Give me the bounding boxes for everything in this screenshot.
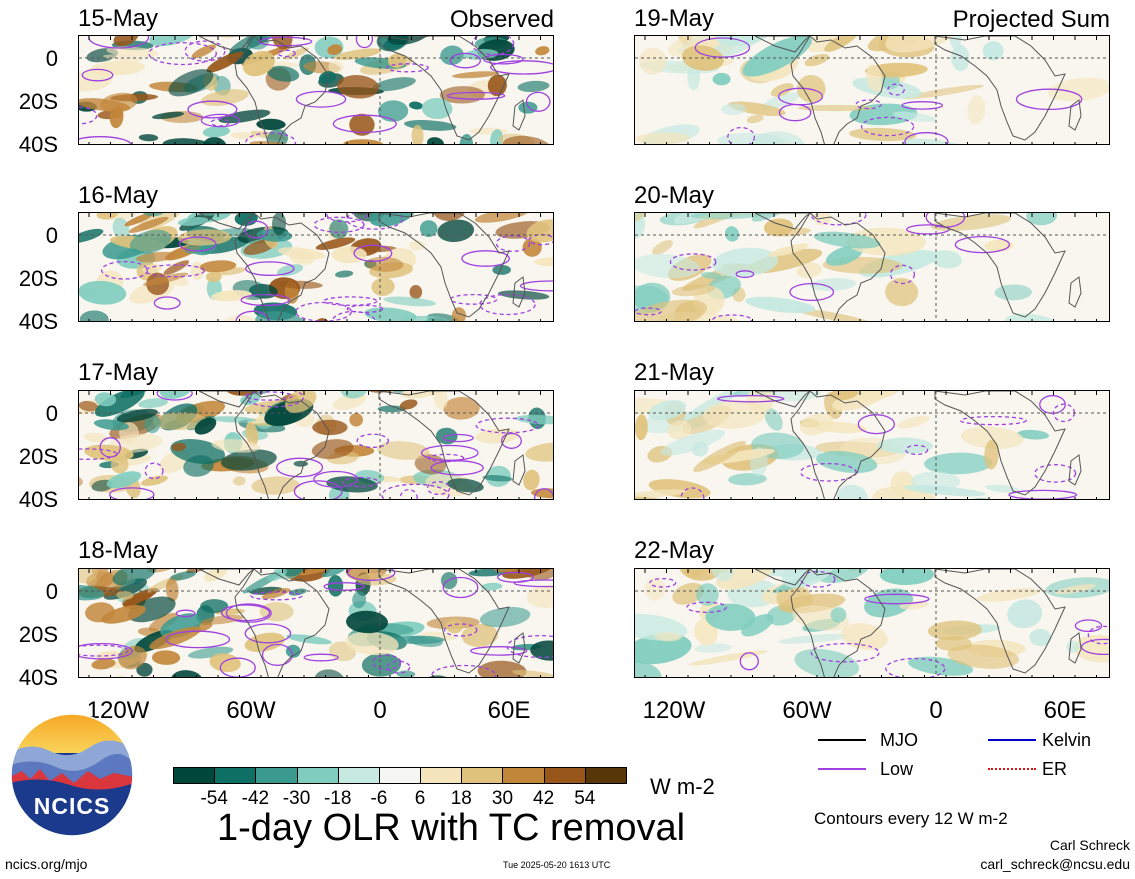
colorbar-swatch [502, 767, 545, 784]
ncics-logo: NCICS [10, 713, 134, 837]
colorbar-swatch [214, 767, 257, 784]
author-name: Carl Schreck [1049, 837, 1130, 853]
ncics-logo-graphic [10, 713, 134, 837]
column-header-projected: Projected Sum [952, 6, 1110, 33]
legend-line-low [818, 768, 866, 770]
colorbar-units: W m-2 [650, 774, 715, 799]
lon-tick-label: 120W [86, 697, 150, 724]
lat-tick-label: 0 [45, 579, 58, 604]
lat-tick-label: 40S [18, 665, 58, 690]
colorbar-tick-label: -6 [370, 788, 388, 809]
olr-map-panel [634, 568, 1110, 678]
legend-label-low: Low [880, 759, 914, 779]
legend-line-kelvin [988, 739, 1036, 741]
lon-tick-label: 0 [929, 697, 943, 724]
lon-tick-label: 60W [226, 697, 276, 724]
lon-tick-label: 120W [642, 697, 706, 724]
panel-date-label: 18-May [78, 537, 159, 564]
lat-tick-label: 20S [18, 622, 58, 647]
panel-date-label: 22-May [634, 537, 715, 564]
logo-text: NCICS [33, 793, 111, 819]
colorbar [173, 767, 627, 784]
lon-tick-label: 60E [1043, 697, 1087, 724]
colorbar-tick-label: -54 [200, 788, 228, 809]
lat-tick-label: 0 [45, 401, 58, 426]
colorbar-swatch [420, 767, 463, 784]
colorbar-swatch [543, 767, 586, 784]
lat-tick-label: 0 [45, 223, 58, 248]
colorbar-swatch [378, 767, 422, 784]
lon-tick-label: 0 [373, 697, 387, 724]
colorbar-swatch [173, 767, 216, 784]
panel-date-label: 21-May [634, 359, 715, 386]
legend-line-er [988, 768, 1036, 770]
colorbar-tick-label: 42 [533, 788, 555, 809]
olr-map-panel [634, 390, 1110, 500]
legend-label-mjo: MJO [880, 730, 918, 750]
colorbar-swatch [255, 767, 298, 784]
website-link[interactable]: ncics.org/mjo [5, 856, 88, 872]
lat-tick-label: 0 [45, 46, 58, 71]
legend-label-kelvin: Kelvin [1042, 730, 1092, 750]
panel-date-label: 20-May [634, 182, 715, 209]
column-header-observed: Observed [449, 6, 554, 33]
lon-tick-label: 60W [782, 697, 832, 724]
author-email: carl_schreck@ncsu.edu [980, 856, 1130, 872]
panel-date-label: 15-May [78, 5, 159, 32]
colorbar-tick-label: -18 [323, 788, 352, 809]
lat-tick-label: 40S [18, 309, 58, 334]
lat-tick-label: 40S [18, 132, 58, 157]
lat-tick-label: 20S [18, 89, 58, 114]
colorbar-tick-label: 54 [574, 788, 596, 809]
olr-map-panel [634, 212, 1110, 322]
colorbar-swatch [337, 767, 380, 784]
olr-map-panel [78, 390, 554, 500]
panel-date-label: 16-May [78, 182, 159, 209]
colorbar-swatch [461, 767, 504, 784]
figure-title: 1-day OLR with TC removal [217, 807, 686, 849]
lat-tick-label: 40S [18, 487, 58, 512]
colorbar-tick-label: -42 [241, 788, 270, 809]
lon-tick-label: 60E [487, 697, 531, 724]
colorbar-tick-label: 18 [450, 788, 472, 809]
lat-tick-label: 20S [18, 266, 58, 291]
panel-date-label: 19-May [634, 5, 715, 32]
colorbar-swatch [296, 767, 339, 784]
legend-label-er: ER [1042, 759, 1068, 779]
colorbar-tick-label: 6 [414, 788, 426, 809]
legend-line-mjo [818, 739, 866, 741]
olr-map-panel [78, 568, 554, 678]
panel-date-label: 17-May [78, 359, 159, 386]
contours-note: Contours every 12 W m-2 [814, 809, 1008, 828]
timestamp: Tue 2025-05-20 1613 UTC [503, 860, 611, 870]
olr-map-panel [634, 35, 1110, 145]
olr-map-panel [78, 35, 554, 145]
colorbar-tick-label: 30 [491, 788, 514, 809]
olr-map-panel [78, 212, 554, 322]
colorbar-swatch [584, 767, 627, 784]
colorbar-tick-label: -30 [282, 788, 311, 809]
lat-tick-label: 20S [18, 444, 58, 469]
